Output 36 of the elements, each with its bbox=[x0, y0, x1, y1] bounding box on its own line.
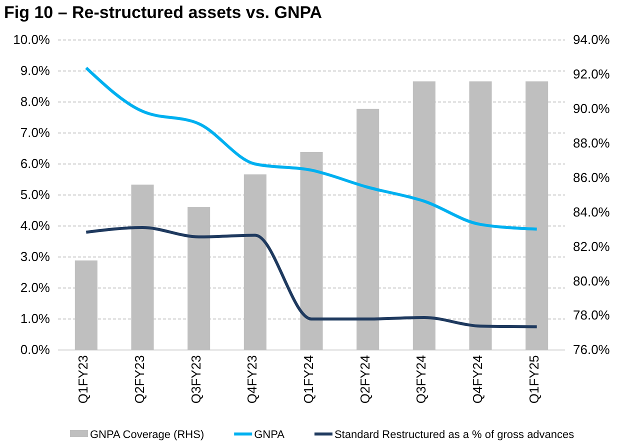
y-tick-label: 3.0% bbox=[20, 249, 50, 264]
y2-tick-label: 86.0% bbox=[573, 170, 610, 185]
y2-tick-label: 78.0% bbox=[573, 308, 610, 323]
y-tick-label: 9.0% bbox=[20, 63, 50, 78]
y2-tick-label: 80.0% bbox=[573, 273, 610, 288]
y-tick-label: 8.0% bbox=[20, 94, 50, 110]
x-tick-label: Q3FY24 bbox=[414, 355, 429, 404]
x-tick-label: Q2FY23 bbox=[132, 355, 147, 404]
x-tick-label: Q1FY23 bbox=[76, 355, 91, 404]
x-tick-label: Q4FY23 bbox=[244, 355, 260, 404]
legend-label: Standard Restructured as a % of gross advances bbox=[334, 429, 575, 441]
y-tick-label: 0.0% bbox=[20, 342, 50, 358]
y-tick-label: 4.0% bbox=[20, 218, 50, 234]
y2-tick-label: 84.0% bbox=[573, 204, 610, 220]
y2-tick-label: 76.0% bbox=[573, 342, 610, 358]
y2-tick-label: 88.0% bbox=[573, 135, 610, 150]
y-tick-label: 5.0% bbox=[20, 187, 50, 202]
legend-label: GNPA bbox=[254, 429, 286, 441]
x-tick-label: Q4FY24 bbox=[470, 355, 485, 404]
y2-tick-label: 82.0% bbox=[573, 238, 610, 254]
y2-tick-label: 94.0% bbox=[573, 32, 610, 48]
y-tick-label: 6.0% bbox=[20, 156, 50, 172]
y-tick-label: 1.0% bbox=[20, 311, 50, 326]
legend-label: GNPA Coverage (RHS) bbox=[90, 429, 204, 441]
line-series bbox=[84, 66, 538, 231]
x-tick-label: Q1FY24 bbox=[300, 355, 316, 404]
chart-title: Fig 10 – Re-structured assets vs. GNPA bbox=[4, 3, 322, 22]
x-tick-label: Q3FY23 bbox=[188, 355, 204, 404]
y-tick-label: 7.0% bbox=[20, 125, 50, 140]
y-tick-label: 2.0% bbox=[20, 280, 50, 296]
y-tick-label: 10.0% bbox=[13, 32, 50, 48]
x-tick-label: Q2FY24 bbox=[357, 355, 372, 404]
x-tick-label: Q1FY25 bbox=[526, 355, 542, 404]
line-series bbox=[84, 226, 538, 328]
y2-tick-label: 92.0% bbox=[573, 66, 610, 82]
y2-tick-label: 90.0% bbox=[573, 101, 610, 116]
